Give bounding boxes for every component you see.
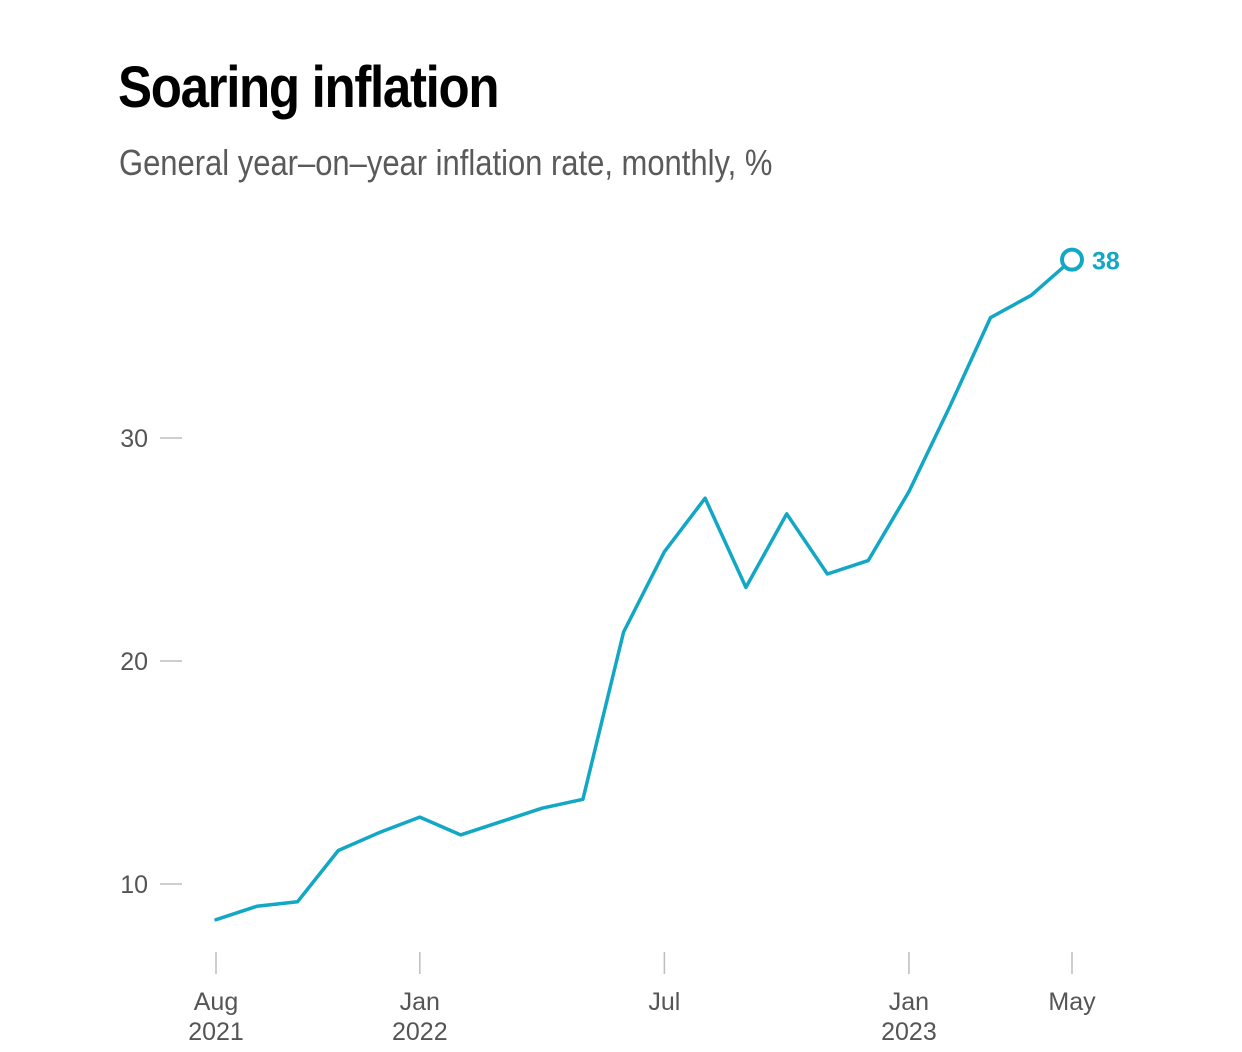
x-tick-label: Jul bbox=[648, 988, 680, 1016]
end-point-marker bbox=[1060, 247, 1084, 272]
x-tick-label: Aug bbox=[194, 988, 238, 1016]
x-tick-label: Jan bbox=[889, 988, 929, 1016]
chart-title: Soaring inflation bbox=[118, 55, 500, 120]
y-tick-label: 30 bbox=[120, 425, 148, 453]
x-tick-label: 2021 bbox=[188, 1018, 244, 1046]
y-tick-label: 10 bbox=[120, 871, 148, 899]
end-value-label: 38 bbox=[1092, 248, 1120, 276]
chart-subtitle: General year–on–year inflation rate, mon… bbox=[119, 142, 773, 183]
x-tick-label: May bbox=[1048, 988, 1096, 1016]
y-tick-label: 20 bbox=[120, 648, 148, 676]
x-tick-label: 2022 bbox=[392, 1018, 448, 1046]
series-line bbox=[214, 257, 1074, 922]
x-tick-label: Jan bbox=[400, 988, 440, 1016]
x-tick-label: 2023 bbox=[881, 1018, 937, 1046]
